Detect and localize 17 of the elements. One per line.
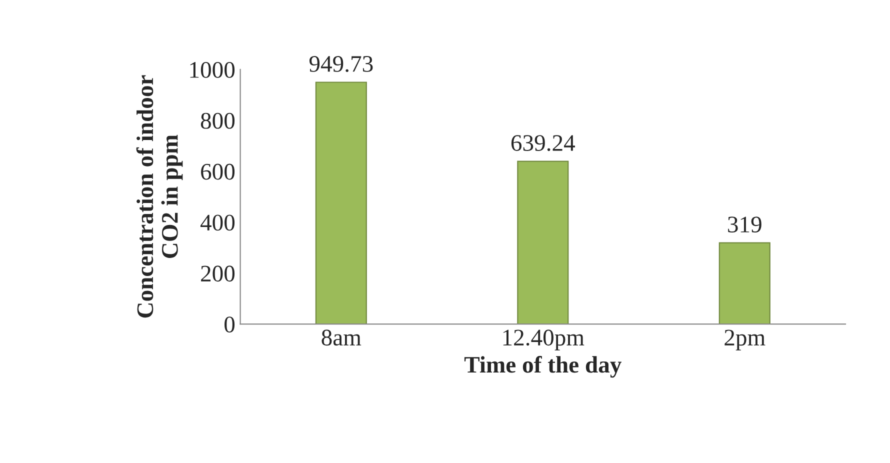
data-label: 949.73 — [309, 56, 373, 72]
y-tick-label: 1000 — [190, 62, 235, 78]
x-tick-label: 8am — [322, 330, 362, 346]
y-tick-label: 400 — [200, 214, 235, 231]
y-tick-label: 600 — [201, 164, 235, 180]
y-tick-label: 800 — [200, 112, 235, 129]
bar — [718, 242, 770, 324]
bar — [315, 82, 367, 324]
bar — [517, 160, 569, 324]
x-tick-label: 2pm — [724, 330, 766, 350]
y-axis-title: Concentration of indoor CO2 in ppm — [136, 75, 183, 318]
y-tick-label: 200 — [201, 266, 235, 282]
data-label: 639.24 — [511, 135, 575, 152]
x-tick-label: 12.40pm — [503, 330, 584, 350]
y-tick-label: 0 — [224, 316, 235, 333]
x-axis-title: Time of the day — [464, 356, 622, 378]
data-label: 319 — [728, 216, 762, 233]
